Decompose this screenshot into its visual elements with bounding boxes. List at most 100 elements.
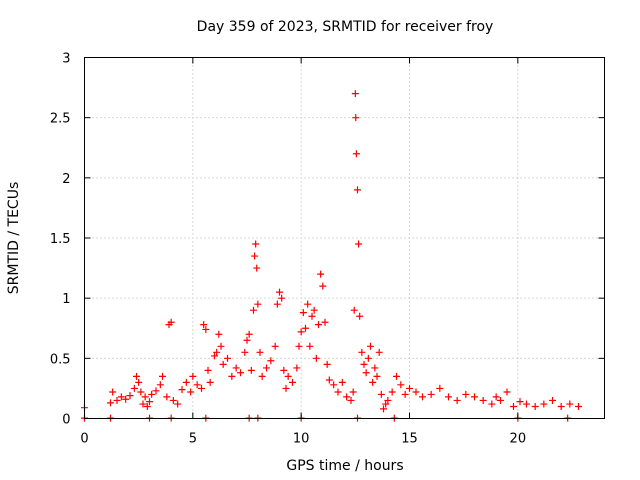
data-point bbox=[358, 348, 366, 356]
data-point bbox=[367, 342, 374, 350]
axis-ticks: 0 0.5 1 1.5 2 2.5 3 0 5 10 15 20 bbox=[50, 52, 605, 447]
data-point bbox=[237, 369, 244, 377]
data-point bbox=[503, 388, 511, 396]
data-point bbox=[351, 90, 359, 98]
data-point bbox=[382, 400, 390, 408]
data-point bbox=[356, 312, 364, 320]
data-point bbox=[107, 399, 114, 407]
x-tick-label: 0 bbox=[80, 432, 88, 447]
data-point bbox=[497, 396, 504, 404]
data-point bbox=[278, 294, 286, 302]
data-point bbox=[146, 398, 153, 406]
data-point bbox=[304, 300, 312, 308]
data-point bbox=[247, 366, 255, 374]
data-point bbox=[299, 309, 307, 317]
data-point bbox=[143, 402, 151, 410]
data-point bbox=[350, 306, 358, 314]
y-tick-label: 2 bbox=[62, 172, 70, 187]
y-tick-label: 0.5 bbox=[50, 352, 71, 367]
data-point bbox=[343, 393, 351, 401]
data-point bbox=[152, 387, 160, 395]
data-point bbox=[295, 342, 303, 350]
x-tick-label: 20 bbox=[510, 432, 527, 447]
data-point bbox=[462, 390, 470, 398]
data-point bbox=[159, 372, 166, 380]
data-point bbox=[355, 240, 363, 248]
data-point bbox=[364, 354, 372, 362]
data-point bbox=[182, 378, 190, 386]
data-point bbox=[253, 264, 261, 272]
data-point bbox=[148, 390, 156, 398]
data-point bbox=[109, 388, 117, 396]
data-point bbox=[245, 330, 253, 338]
data-point bbox=[241, 348, 249, 356]
data-point bbox=[338, 378, 346, 386]
data-point bbox=[325, 376, 333, 384]
data-point bbox=[137, 388, 145, 396]
data-point bbox=[575, 402, 582, 410]
data-point bbox=[135, 378, 143, 386]
data-point bbox=[349, 388, 357, 396]
data-point bbox=[523, 400, 530, 408]
data-point bbox=[308, 312, 316, 320]
data-point bbox=[232, 364, 240, 372]
data-point bbox=[198, 384, 205, 392]
data-point bbox=[219, 360, 227, 368]
data-point bbox=[531, 402, 539, 410]
data-point bbox=[334, 388, 342, 396]
data-point bbox=[289, 378, 296, 386]
data-point bbox=[167, 318, 175, 326]
grid-lines bbox=[84, 57, 605, 419]
data-point bbox=[330, 381, 338, 389]
data-point bbox=[479, 396, 487, 404]
data-point bbox=[217, 342, 225, 350]
data-point bbox=[373, 372, 381, 380]
data-point bbox=[130, 384, 138, 392]
data-point bbox=[321, 318, 329, 326]
data-point bbox=[419, 393, 426, 401]
data-point bbox=[258, 372, 266, 380]
data-point bbox=[254, 300, 262, 308]
data-point bbox=[393, 372, 400, 380]
y-tick-label: 3 bbox=[62, 52, 70, 67]
chart-title: Day 359 of 2023, SRMTID for receiver fro… bbox=[197, 19, 494, 35]
data-point bbox=[193, 381, 201, 389]
data-point bbox=[224, 354, 231, 362]
data-point bbox=[371, 364, 379, 372]
data-point bbox=[323, 360, 331, 368]
data-point bbox=[377, 390, 385, 398]
data-point bbox=[256, 348, 264, 356]
data-point bbox=[187, 388, 195, 396]
data-point bbox=[267, 357, 275, 365]
data-point bbox=[471, 393, 478, 401]
data-point bbox=[401, 390, 409, 398]
data-point bbox=[388, 388, 396, 396]
data-point bbox=[549, 396, 556, 404]
data-point bbox=[427, 390, 435, 398]
y-tick-label: 0 bbox=[62, 413, 70, 428]
data-point bbox=[271, 342, 279, 350]
data-point bbox=[317, 270, 325, 278]
data-point bbox=[319, 282, 327, 290]
data-point bbox=[406, 384, 413, 392]
data-point bbox=[141, 393, 149, 401]
data-point bbox=[211, 352, 218, 360]
data-point bbox=[250, 306, 257, 314]
y-tick-label: 2.5 bbox=[50, 112, 71, 127]
data-point bbox=[540, 400, 548, 408]
data-point bbox=[352, 150, 360, 158]
data-point bbox=[215, 330, 223, 338]
data-point bbox=[310, 306, 318, 314]
data-point bbox=[243, 336, 251, 344]
data-point bbox=[510, 402, 517, 410]
data-point bbox=[557, 402, 565, 410]
data-point bbox=[397, 381, 405, 389]
x-tick-label: 5 bbox=[189, 432, 197, 447]
data-point bbox=[273, 300, 281, 308]
data-point bbox=[412, 388, 420, 396]
data-point bbox=[380, 405, 387, 413]
data-point bbox=[174, 400, 182, 408]
data-point bbox=[280, 366, 288, 374]
data-point bbox=[362, 369, 370, 377]
data-point bbox=[276, 288, 283, 296]
